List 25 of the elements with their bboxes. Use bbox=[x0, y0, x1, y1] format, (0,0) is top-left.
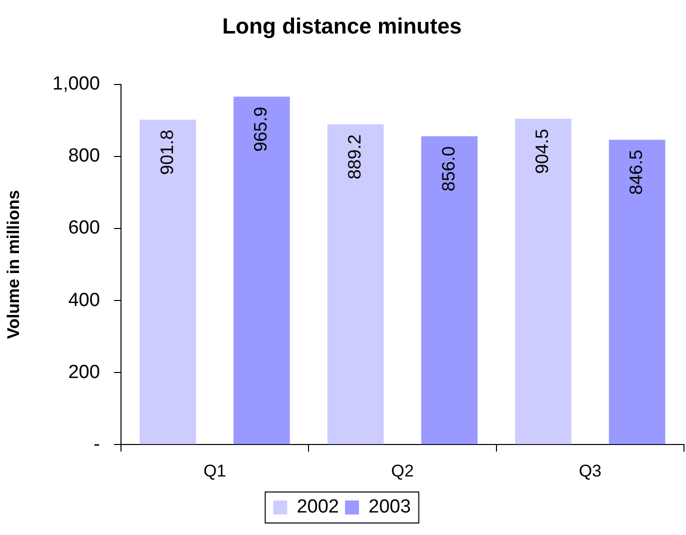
bar bbox=[421, 136, 478, 444]
y-tick-label: 600 bbox=[68, 218, 100, 239]
data-label: 856.0 bbox=[438, 146, 458, 192]
y-tick-label: 800 bbox=[68, 146, 100, 167]
y-tick-label: 400 bbox=[68, 290, 100, 311]
legend-label: 2003 bbox=[368, 496, 411, 518]
data-label: 889.2 bbox=[344, 134, 365, 180]
x-tick-label: Q3 bbox=[578, 461, 602, 480]
chart-title: Long distance minutes bbox=[222, 13, 462, 38]
y-tick-label: 200 bbox=[68, 362, 100, 383]
y-tick-label: - bbox=[94, 434, 100, 455]
bar bbox=[515, 118, 572, 444]
x-tick-label: Q2 bbox=[391, 461, 414, 480]
y-axis-title: Volume in millions bbox=[4, 190, 23, 339]
data-label: 965.9 bbox=[250, 106, 271, 152]
y-tick-label: 1,000 bbox=[52, 74, 100, 95]
bar bbox=[327, 124, 384, 444]
bar bbox=[234, 96, 290, 444]
data-label: 904.5 bbox=[532, 128, 552, 174]
legend-label: 2002 bbox=[296, 496, 340, 518]
bar bbox=[608, 140, 666, 444]
data-label: 901.8 bbox=[156, 130, 177, 175]
x-tick-label: Q1 bbox=[203, 461, 226, 480]
bar bbox=[140, 120, 196, 444]
data-label: 846.5 bbox=[626, 150, 646, 195]
